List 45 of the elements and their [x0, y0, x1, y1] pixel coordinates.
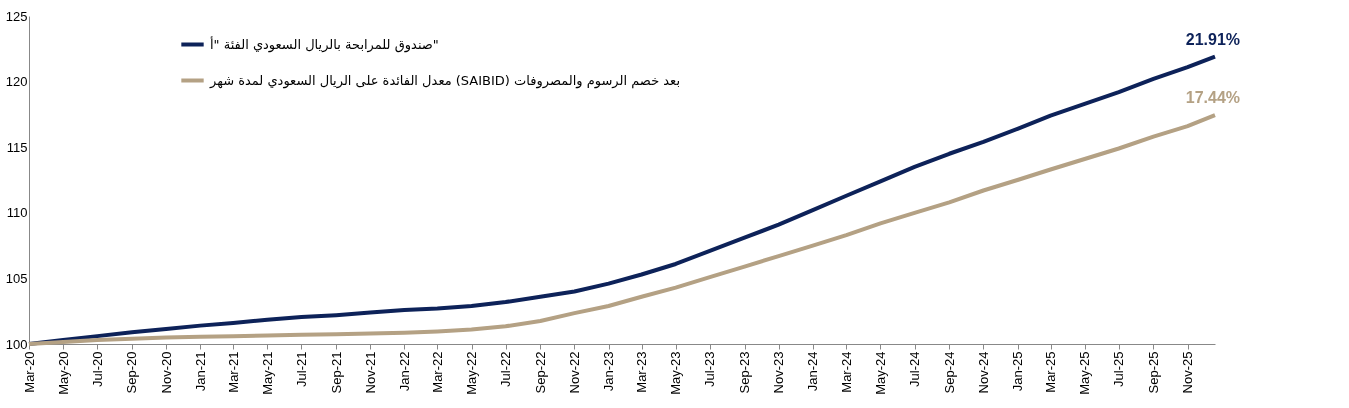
y-tick-label: 115	[6, 139, 28, 155]
x-tick-label: May-22	[464, 351, 480, 395]
legend-label: صندوق للمرابحة بالريال السعودي الفئة "أ"	[210, 35, 439, 53]
x-tick-label: Nov-23	[771, 351, 787, 394]
x-tick-label: Jul-24	[907, 351, 923, 387]
x-tick-label: Jan-22	[396, 351, 412, 392]
annotation: 21.91%	[1185, 30, 1240, 48]
x-tick-label: May-20	[55, 351, 71, 395]
x-tick-label: Mar-20	[21, 351, 37, 393]
x-tick-label: May-25	[1077, 351, 1093, 395]
x-tick-label: May-23	[668, 351, 684, 395]
x-tick-label: Jul-25	[1111, 351, 1127, 387]
x-tick-label: Jul-21	[293, 351, 309, 387]
y-tick-label: 110	[6, 205, 28, 221]
x-tick-label: May-21	[259, 351, 275, 395]
x-tick-label: Jul-23	[702, 351, 718, 387]
x-tick-label: Sep-24	[941, 351, 957, 394]
x-tick-label: Mar-25	[1043, 351, 1059, 393]
x-tick-label: Nov-20	[158, 351, 174, 394]
x-tick-label: Nov-25	[1180, 351, 1196, 394]
legend-label: معدل الفائدة على الريال السعودي لمدة شهر (SAIBID) بعد خصم الرسوم والمصروفات	[209, 72, 681, 89]
y-tick-label: 125	[5, 8, 28, 24]
y-tick-label: 120	[5, 74, 28, 90]
x-tick-label: Nov-24	[975, 351, 991, 394]
x-tick-label: Sep-20	[124, 351, 140, 394]
x-tick-label: Mar-22	[429, 351, 445, 393]
annotation: 17.44%	[1185, 89, 1240, 107]
x-tick-label: Jul-20	[89, 351, 105, 387]
x-tick-label: Nov-21	[362, 351, 378, 394]
x-tick-label: Sep-21	[328, 351, 344, 394]
x-tick-label: Mar-23	[634, 351, 650, 393]
x-tick-label: Mar-24	[838, 351, 854, 393]
x-tick-label: Jan-24	[805, 351, 821, 392]
x-tick-label: May-24	[872, 351, 888, 395]
x-tick-label: Jan-25	[1010, 351, 1026, 392]
y-tick-label: 100	[5, 336, 28, 352]
x-tick-label: Sep-25	[1145, 351, 1161, 394]
x-tick-label: Sep-23	[737, 351, 753, 394]
x-tick-label: Sep-22	[532, 351, 548, 394]
x-tick-label: Jan-21	[192, 351, 208, 392]
x-tick-label: Jul-22	[498, 351, 514, 387]
y-tick-label: 105	[5, 270, 28, 286]
x-tick-label: Jan-23	[601, 351, 617, 392]
x-tick-label: Nov-22	[566, 351, 582, 394]
x-tick-label: Mar-21	[225, 351, 241, 393]
